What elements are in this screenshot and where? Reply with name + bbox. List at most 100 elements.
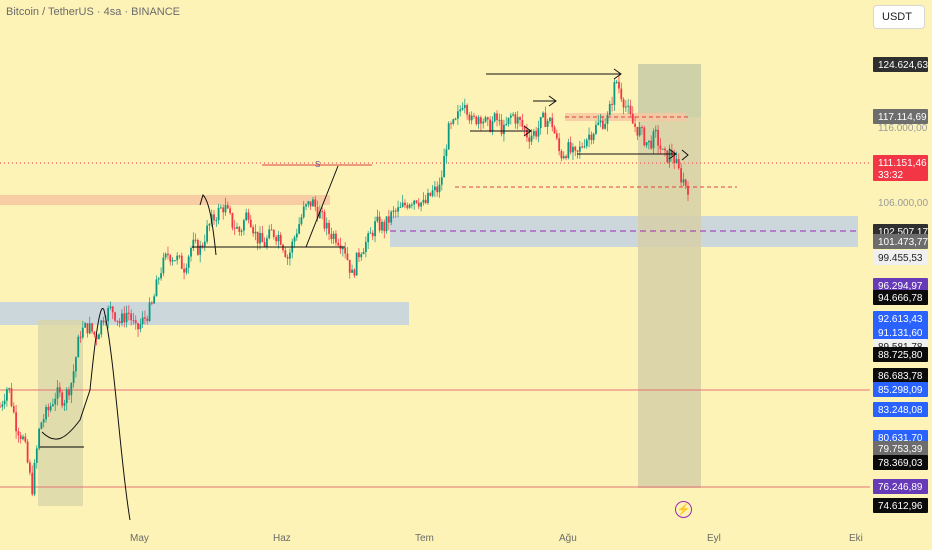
candle-body [70,382,73,396]
candle-body [185,267,188,273]
candle-body [664,148,666,151]
price-label-text: 88.725,80 [878,350,923,361]
candle-body [659,145,662,150]
candle-body [477,117,480,125]
candle-body [535,130,538,137]
candle-body [325,222,328,229]
candle-body [631,113,634,124]
candle-body [146,318,149,321]
candle-body [121,313,123,324]
candle-body [468,114,471,121]
candle-body [302,206,305,218]
candle-body [452,119,455,124]
price-label-bg [873,402,928,417]
candle-body [647,140,650,143]
price-label: 116.000,00 [878,123,928,134]
lightning-icon[interactable]: ⚡ [675,501,692,518]
candle-body [10,388,13,407]
candle-body [314,199,317,207]
candle-body [351,269,353,273]
price-label-bg [873,155,928,181]
candle-body [164,253,167,258]
candle-body [137,323,139,330]
price-label: 106.000,00 [878,198,928,209]
candle-body [519,117,521,120]
candle-body [390,211,393,223]
candle-body [277,234,280,242]
candle-body [35,448,38,463]
candle-body [406,205,409,208]
candle-body [509,115,512,118]
candle-body [65,389,68,404]
candle-body [537,128,540,137]
candle-body [618,81,620,89]
candle-body [369,232,372,234]
candle-body [489,119,492,132]
candle-body [362,251,365,255]
candle-body [376,216,379,222]
candle-body [123,313,126,323]
price-label-text: 80.631,70 [878,433,923,444]
candle-body [6,389,8,401]
candle-body [259,232,261,244]
candle-body [93,331,96,335]
candle-body [507,117,510,125]
candle-body [440,177,443,185]
candle-body [383,221,386,232]
candle-body [256,231,259,244]
candle-body [295,233,298,238]
range-marker: S [315,160,320,169]
price-label-text: 102.507,17 [878,227,928,238]
candle-body [190,247,192,257]
candle-body [576,150,579,152]
x-tick-agu: Ağu [559,533,577,544]
candle-body [275,236,278,242]
candle-body [654,129,657,132]
candle-body [684,179,687,186]
candle-body [8,388,11,390]
price-label-text: 78.369,03 [878,458,923,469]
candle-body [641,127,643,129]
price-label-text: 117.114,69 [878,112,927,123]
candle-body [54,398,57,405]
candle-body [22,436,24,440]
candle-body [413,200,416,205]
candle-body [173,260,176,262]
candle-body [401,202,404,207]
candle-body [199,245,202,255]
candle-body [192,239,195,248]
price-label-bg [873,455,928,470]
candle-body [482,121,485,124]
candle-body [433,186,436,191]
candle-body [680,168,682,183]
candle-body [226,205,229,209]
candle-body [84,323,87,328]
candle-body [337,242,340,246]
candle-body [528,137,531,142]
candle-body [429,192,432,196]
candle-body [657,129,659,146]
candle-body [606,115,609,124]
candle-body [213,214,215,221]
price-label-text: 74.612,96 [878,501,923,512]
candle-body [588,134,590,140]
candle-body [415,200,418,203]
candle-body [40,422,43,429]
support-zone-blue-lower [0,302,409,325]
candle-body [236,226,238,229]
currency-button[interactable]: USDT [873,5,925,29]
candle-body [98,334,100,340]
candle-body [183,268,185,273]
price-label: 92.613,43 [873,311,928,326]
x-tick-eki: Eki [849,533,863,544]
candle-body [687,185,689,195]
candle-body [447,123,450,150]
candle-body [153,296,156,304]
breakout-line [305,165,339,248]
price-label: 101.473,77 [873,234,928,249]
candle-body [599,120,602,123]
candle-body [272,229,275,237]
